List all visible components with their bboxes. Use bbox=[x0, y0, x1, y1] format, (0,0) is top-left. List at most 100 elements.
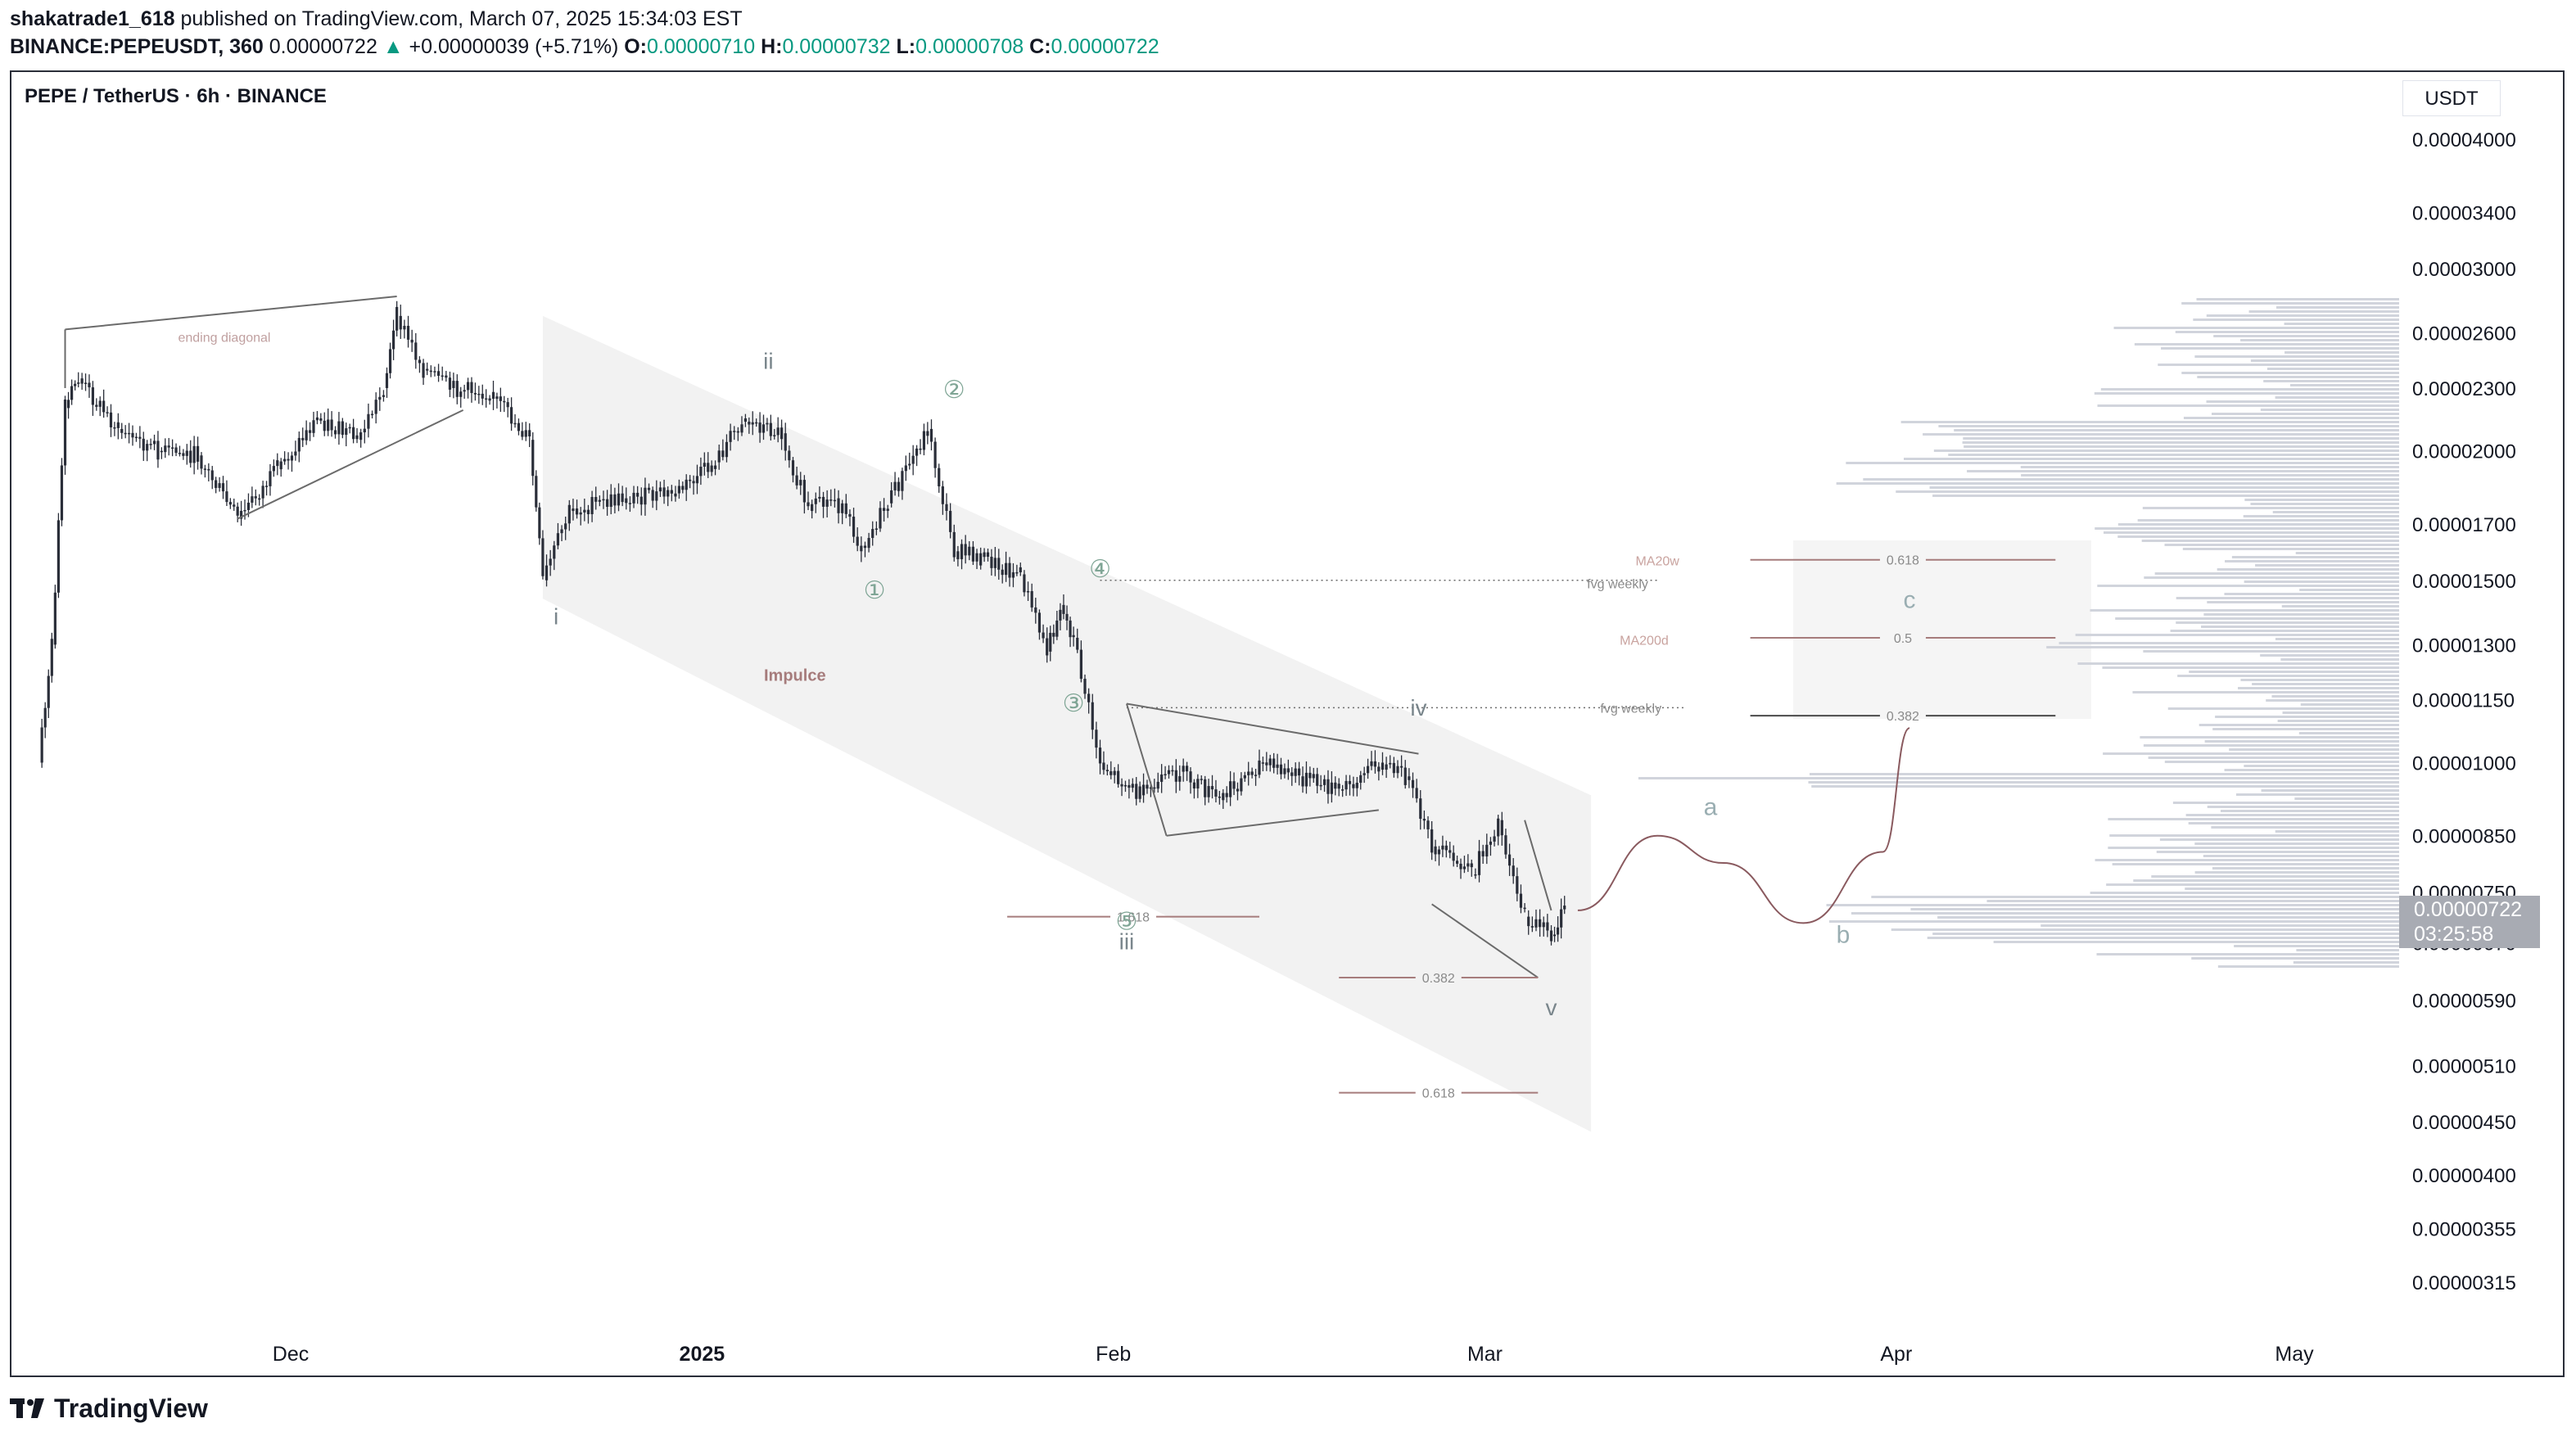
candle-body bbox=[1419, 798, 1422, 820]
volume-profile-bar bbox=[2295, 552, 2399, 554]
candle-body bbox=[1098, 748, 1102, 764]
candle-body bbox=[1200, 779, 1203, 780]
candle-body bbox=[867, 538, 870, 549]
candle-body bbox=[1105, 770, 1109, 771]
candle-body bbox=[1091, 702, 1094, 730]
candle-body bbox=[1131, 784, 1134, 788]
author-name[interactable]: shakatrade1_618 bbox=[10, 7, 175, 30]
wave-label: c bbox=[1904, 587, 1916, 614]
candle-body bbox=[441, 375, 444, 377]
candle-body bbox=[852, 517, 856, 537]
volume-profile-bar bbox=[2104, 531, 2399, 534]
candle-body bbox=[466, 382, 470, 391]
candle-body bbox=[1005, 562, 1008, 576]
candle-body bbox=[95, 404, 98, 407]
wedge-upper bbox=[1524, 820, 1552, 911]
candle-body bbox=[1023, 574, 1026, 593]
chart-frame[interactable] bbox=[10, 70, 2565, 1377]
volume-profile-bar bbox=[2154, 572, 2399, 575]
volume-profile-bar bbox=[2143, 650, 2399, 653]
wave-label: ① bbox=[864, 577, 886, 604]
volume-profile-bar bbox=[2059, 642, 2399, 644]
candle-body bbox=[993, 558, 997, 568]
candle-body bbox=[1477, 851, 1481, 875]
candle-body bbox=[621, 493, 624, 503]
change-value: +0.00000039 (+5.71%) bbox=[409, 35, 619, 58]
volume-profile-bar bbox=[2207, 806, 2399, 808]
candle-body bbox=[1062, 604, 1065, 614]
candle-body bbox=[1301, 776, 1304, 787]
volume-profile-bar bbox=[2231, 556, 2399, 558]
candle-body bbox=[1485, 844, 1489, 857]
candle-body bbox=[1396, 766, 1399, 774]
candle-body bbox=[1459, 863, 1462, 870]
candle-body bbox=[915, 448, 919, 456]
candle-body bbox=[1283, 768, 1286, 775]
candle-body bbox=[1072, 635, 1075, 638]
volume-profile-bar bbox=[2106, 883, 2399, 886]
volume-profile-bar bbox=[2275, 396, 2399, 399]
volume-profile-bar bbox=[2132, 691, 2399, 693]
candle-body bbox=[964, 544, 967, 556]
candle-body bbox=[330, 419, 333, 431]
volume-profile-bar bbox=[2201, 626, 2399, 628]
candle-body bbox=[1015, 571, 1019, 574]
volume-profile-bar bbox=[2142, 507, 2399, 509]
volume-profile-bar bbox=[2112, 863, 2399, 865]
candle-body bbox=[341, 421, 344, 436]
volume-profile-bar bbox=[2109, 834, 2399, 837]
tradingview-logo[interactable]: TradingView bbox=[10, 1392, 208, 1425]
candle-body bbox=[448, 377, 452, 390]
candle-body bbox=[883, 508, 886, 511]
candle-body bbox=[658, 487, 662, 492]
volume-profile-bar bbox=[2097, 404, 2399, 407]
candle-body bbox=[225, 491, 228, 503]
candle-body bbox=[1408, 776, 1411, 780]
candle-body bbox=[524, 430, 527, 437]
currency-selector[interactable]: USDT bbox=[2402, 80, 2501, 116]
candle-body bbox=[647, 487, 651, 490]
volume-profile-bar bbox=[1891, 928, 2399, 931]
candle-body bbox=[43, 707, 47, 728]
candle-body bbox=[729, 431, 732, 442]
candle-body bbox=[1370, 761, 1373, 766]
candle-body bbox=[301, 437, 305, 440]
candle-body bbox=[725, 441, 729, 458]
candle-body bbox=[528, 430, 531, 437]
chart-annotation: MA20w bbox=[1635, 555, 1679, 569]
volume-profile-bar bbox=[2133, 879, 2399, 882]
candle-body bbox=[1534, 919, 1538, 928]
candle-body bbox=[337, 421, 341, 435]
candle-body bbox=[788, 450, 791, 461]
candle-body bbox=[1298, 768, 1301, 776]
candle-body bbox=[879, 508, 882, 529]
wedge-lower bbox=[1431, 903, 1539, 978]
volume-profile-bar bbox=[1967, 470, 2399, 472]
fib-level-label: 0.382 bbox=[1422, 972, 1455, 986]
y-axis-tick-label: 0.00004000 bbox=[2412, 129, 2516, 151]
candle-body bbox=[1441, 845, 1444, 850]
volume-profile-bar bbox=[2102, 666, 2399, 669]
candle-body bbox=[243, 509, 246, 512]
candle-body bbox=[975, 553, 978, 562]
candle-body bbox=[477, 393, 481, 395]
candle-body bbox=[283, 458, 287, 462]
candle-body bbox=[1095, 730, 1098, 748]
candle-body bbox=[1117, 770, 1120, 784]
volume-profile-bar bbox=[2204, 740, 2399, 743]
candle-body bbox=[886, 508, 889, 511]
candle-body bbox=[319, 418, 323, 421]
candle-body bbox=[178, 453, 182, 454]
volume-profile-bar bbox=[1828, 920, 2399, 923]
candle-body bbox=[1455, 861, 1459, 864]
candle-body bbox=[77, 382, 80, 384]
symbol-ohlc-line: BINANCE:PEPEUSDT, 360 0.00000722 ▲ +0.00… bbox=[10, 33, 1159, 61]
y-axis-tick-label: 0.00003400 bbox=[2412, 202, 2516, 224]
high-value: 0.00000732 bbox=[782, 35, 891, 58]
candle-body bbox=[276, 460, 279, 467]
y-axis-tick-label: 0.00002600 bbox=[2412, 323, 2516, 346]
candle-body bbox=[196, 445, 200, 462]
candle-body bbox=[908, 463, 911, 466]
candle-body bbox=[1497, 818, 1500, 837]
